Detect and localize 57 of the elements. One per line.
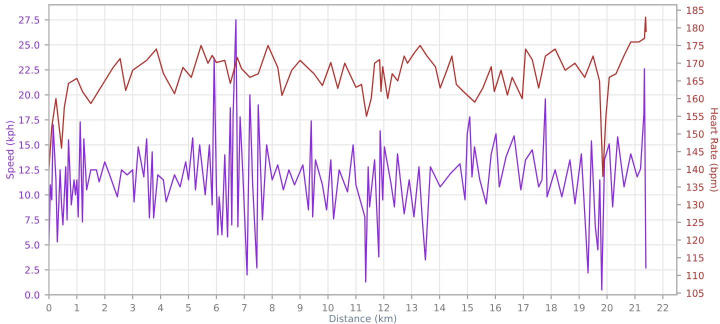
y2-tick-label: 170 [686, 60, 704, 68]
y2-tick-label: 175 [686, 42, 704, 50]
x-tick-label: 16 [490, 304, 501, 312]
x-axis-title: Distance (km) [330, 314, 396, 324]
y2-tick-label: 140 [686, 166, 704, 174]
y2-tick-label: 150 [686, 130, 704, 138]
y2-tick-label: 105 [686, 290, 704, 297]
x-tick-label: 18 [546, 304, 557, 312]
y-tick-label: 27.5 [19, 16, 40, 24]
y2-tick-label: 125 [686, 218, 704, 226]
y-tick-label: 25.0 [19, 41, 40, 49]
x-tick-label: 1 [74, 304, 80, 312]
y2-tick-label: 145 [686, 148, 704, 156]
x-tick-label: 0 [46, 304, 52, 312]
line-series [48, 19, 646, 290]
x-tick-label: 7 [242, 304, 247, 312]
y2-tick-label: 155 [686, 112, 704, 120]
x-tick-label: 9 [298, 304, 303, 312]
x-tick-label: 6 [214, 304, 219, 312]
x-tick-label: 17 [518, 304, 529, 312]
x-tick-label: 13 [406, 304, 418, 312]
y-axis-title: Speed (kph) [6, 121, 16, 179]
y-tick-label: 5.0 [25, 241, 40, 249]
y-tick-label: 12.5 [19, 166, 40, 174]
y2-tick-label: 110 [686, 272, 704, 280]
x-tick-label: 22 [657, 304, 668, 312]
x-tick-label: 19 [574, 304, 585, 312]
x-tick-label: 11 [350, 304, 362, 312]
y-tick-label: 15.0 [19, 141, 40, 149]
y-tick-label: 0.0 [25, 291, 40, 299]
y2-tick-label: 165 [686, 77, 704, 85]
y2-axis-title: Heart Rate (bpm) [708, 108, 718, 192]
x-tick-label: 21 [629, 304, 640, 312]
line-series [48, 16, 647, 177]
y-tick-label: 10.0 [19, 191, 40, 199]
y2-tick-label: 160 [686, 95, 704, 102]
y-tick-label: 22.5 [19, 66, 40, 74]
x-tick-label: 20 [602, 304, 613, 312]
y2-tick-label: 135 [686, 183, 704, 191]
y2-tick-label: 185 [686, 6, 704, 14]
x-tick-label: 8 [270, 304, 275, 312]
y2-tick-label: 180 [686, 24, 704, 32]
x-tick-label: 5 [186, 304, 191, 312]
y2-tick-label: 115 [686, 254, 704, 262]
y2-tick-label: 120 [686, 236, 704, 244]
y2-tick-label: 130 [686, 201, 704, 208]
x-tick-label: 4 [158, 304, 164, 312]
x-tick-label: 10 [322, 304, 334, 312]
x-tick-label: 2 [102, 304, 107, 312]
y-tick-label: 20.0 [19, 91, 40, 99]
x-tick-label: 14 [434, 304, 446, 312]
y-tick-label: 2.5 [25, 266, 40, 274]
x-tick-label: 15 [462, 304, 473, 312]
x-tick-label: 12 [378, 304, 390, 312]
x-tick-label: 3 [130, 304, 135, 312]
y-tick-label: 7.5 [25, 216, 40, 224]
y-tick-label: 17.5 [19, 116, 40, 124]
